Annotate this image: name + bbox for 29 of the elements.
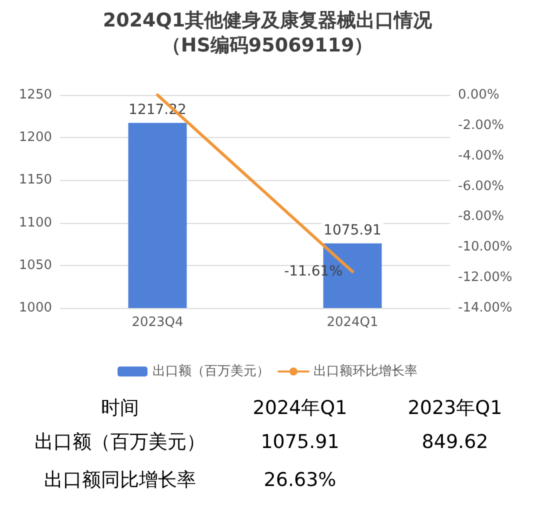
text: 849.62 (422, 431, 488, 453)
y2-tick-label: -2.00% (458, 118, 504, 133)
y-tick-label: 1050 (18, 258, 52, 273)
x-tick-label: 2023Q4 (132, 315, 184, 330)
y-tick-label: 1000 (18, 300, 52, 316)
text: 1075.91 (260, 431, 340, 453)
y2-tick-label: -8.00% (458, 209, 504, 224)
y2-tick-label: -14.00% (458, 300, 512, 316)
text: 时间 (101, 397, 139, 419)
y2-tick-label: -12.00% (458, 270, 512, 286)
chart-title: 2024Q1其他健身及康复器械出口情况 (102, 10, 434, 32)
text: 出口额（百万美元） (34, 431, 206, 453)
y2-tick-label: 0.00% (458, 88, 500, 102)
y-tick-label: 1150 (18, 172, 52, 188)
y-tick-label: 1100 (18, 215, 52, 230)
y-tick-label: 1250 (18, 88, 52, 102)
text: 出口额同比增长率 (44, 469, 196, 491)
x-tick-label: 2024Q1 (326, 315, 378, 330)
text: 2024年Q1 (252, 397, 348, 419)
text: 26.63% (264, 469, 336, 491)
data-label: 1075.91 (324, 222, 382, 238)
y-tick-label: 1200 (18, 130, 52, 146)
y2-tick-label: -6.00% (458, 178, 504, 194)
text: 2023年Q1 (408, 397, 502, 419)
chart-subtitle: （HS编码95069119） (162, 34, 374, 56)
legend-label: 出口额环比增长率 (314, 363, 418, 379)
y2-tick-label: -4.00% (458, 148, 504, 164)
y2-tick-label: -10.00% (458, 240, 512, 255)
legend-label: 出口额（百万美元） (152, 363, 270, 379)
